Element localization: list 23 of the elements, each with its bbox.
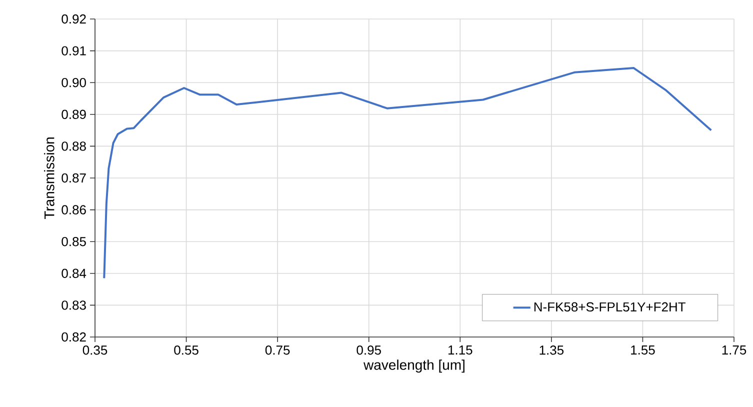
- x-tick-label: 1.75: [722, 346, 746, 355]
- y-tick-label: 0.88: [62, 142, 86, 151]
- line-series: [103, 66, 712, 280]
- y-tick-label: 0.90: [62, 78, 86, 88]
- x-tick-label: 1.55: [631, 346, 655, 355]
- y-axis-title: Transmission: [44, 138, 54, 220]
- y-tick-label: 0.92: [62, 14, 86, 24]
- x-axis-title: wavelength [um]: [364, 360, 464, 373]
- x-tick-label: 0.55: [174, 346, 198, 355]
- y-tick-label: 0.82: [62, 332, 86, 342]
- y-tick-label: 0.85: [62, 236, 86, 246]
- y-tick-label: 0.87: [62, 173, 86, 183]
- x-tick-label: 1.35: [540, 346, 564, 355]
- x-tick-label: 0.95: [356, 346, 381, 355]
- legend-label: N-FK58+S-FPL51Y+F2HT: [534, 302, 686, 312]
- y-tick-label: 0.91: [62, 46, 86, 56]
- x-tick-label: 0.75: [265, 346, 290, 355]
- x-tick-label: 1.15: [448, 346, 472, 355]
- x-tick-label: 0.35: [82, 346, 108, 355]
- y-tick-label: 0.89: [62, 110, 86, 119]
- y-tick-label: 0.83: [62, 300, 86, 310]
- y-tick-label: 0.86: [62, 205, 86, 214]
- y-tick-label: 0.84: [62, 268, 86, 278]
